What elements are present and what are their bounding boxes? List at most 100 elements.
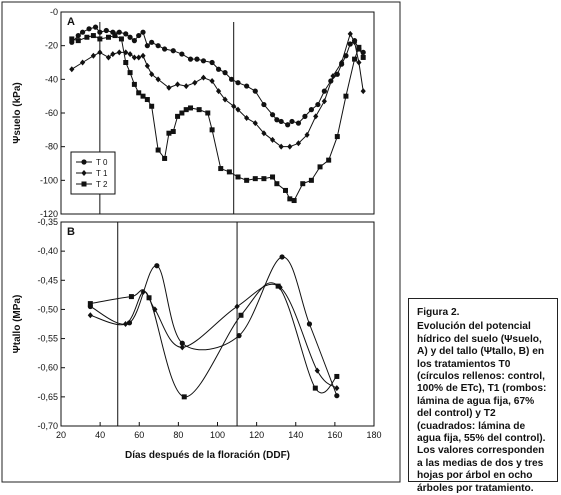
data-point (215, 88, 222, 95)
data-point (252, 176, 258, 182)
data-point (235, 106, 241, 113)
x-tick-label: 100 (210, 430, 225, 440)
data-point (162, 46, 168, 52)
data-point (215, 66, 222, 72)
x-tick-label: 140 (288, 430, 303, 440)
data-point (179, 110, 185, 116)
data-point (252, 88, 258, 94)
data-point (261, 176, 267, 182)
y-axis-title: Ψsuelo (kPa) (12, 82, 23, 143)
data-point (79, 29, 86, 35)
data-point (274, 181, 280, 187)
y-tick-label: -0,45 (37, 275, 58, 285)
data-point (79, 59, 86, 66)
data-point (155, 43, 161, 49)
data-point (261, 130, 267, 137)
data-point (312, 385, 318, 391)
data-point (75, 38, 81, 44)
data-point (149, 103, 155, 109)
legend: T 0 T 1 T 2 (70, 151, 116, 195)
y-tick-label: -100 (40, 175, 58, 185)
data-point (330, 72, 336, 79)
data-point (188, 105, 194, 111)
data-point (105, 34, 111, 40)
data-point (238, 312, 244, 318)
plot-frame (60, 221, 375, 427)
data-point (228, 76, 235, 82)
data-point (131, 81, 137, 87)
data-point (317, 164, 323, 170)
data-point (209, 59, 215, 66)
data-point (144, 43, 150, 49)
y-tick-label: -0,40 (37, 246, 58, 256)
data-point (356, 59, 362, 66)
data-point (128, 294, 134, 300)
panel-label: A (67, 16, 75, 28)
data-point (140, 29, 146, 35)
data-point (122, 321, 129, 327)
data-point (321, 98, 327, 105)
data-point (140, 52, 146, 59)
data-point (75, 32, 81, 39)
data-point (334, 373, 340, 379)
data-point (234, 303, 240, 310)
data-point (291, 198, 297, 204)
data-point (136, 90, 142, 96)
data-point (295, 140, 302, 147)
data-point (110, 51, 116, 58)
series-t1 (87, 283, 340, 392)
data-point (343, 53, 349, 59)
data-point (127, 34, 133, 40)
data-point (289, 118, 295, 125)
data-point (285, 122, 291, 128)
data-point (347, 30, 353, 37)
data-point (334, 134, 340, 140)
data-point (90, 33, 96, 39)
series-line (90, 256, 338, 396)
data-point (360, 88, 366, 95)
data-point (149, 71, 155, 78)
data-point (252, 120, 258, 127)
y-tick-label: -40 (45, 74, 58, 84)
data-point (183, 83, 189, 90)
data-point (154, 263, 160, 269)
data-point (92, 24, 99, 30)
data-point (282, 187, 288, 193)
data-point (116, 29, 122, 35)
data-point (218, 166, 224, 172)
data-point (356, 44, 362, 50)
caption-text: Evolución del potencial hídrico del suel… (417, 321, 547, 494)
data-point (196, 107, 202, 113)
y-tick-label: -0,60 (37, 363, 58, 373)
data-point (179, 344, 185, 351)
data-point (136, 32, 142, 39)
data-point (179, 51, 185, 57)
data-point (131, 38, 137, 44)
data-point (181, 394, 187, 400)
data-point (308, 107, 314, 113)
data-point (278, 118, 284, 125)
panel-b: -0,35 -0,40 -0,45 -0,50 -0,55 -0,60 -0,65 -0,70… (12, 217, 382, 461)
data-point (144, 97, 150, 103)
data-point (200, 58, 207, 64)
data-point (306, 321, 313, 327)
y-tick-label: -80 (45, 142, 58, 152)
data-point (166, 130, 172, 136)
data-point (326, 157, 332, 163)
data-point (166, 84, 172, 91)
data-point (231, 103, 237, 110)
y-tick-label: -0,50 (37, 304, 58, 314)
data-point (194, 56, 200, 62)
data-point (118, 36, 124, 42)
x-tick-label: 40 (95, 430, 105, 440)
data-point (136, 54, 142, 61)
x-axis-title: Días después de la floración (DDF) (125, 450, 290, 461)
y-tick-label: -0 (50, 7, 58, 17)
data-point (275, 283, 281, 289)
data-point (235, 80, 241, 86)
x-tick-label: 60 (134, 430, 144, 440)
data-point (244, 115, 250, 122)
data-point (287, 143, 293, 150)
series-t1 (69, 30, 366, 150)
